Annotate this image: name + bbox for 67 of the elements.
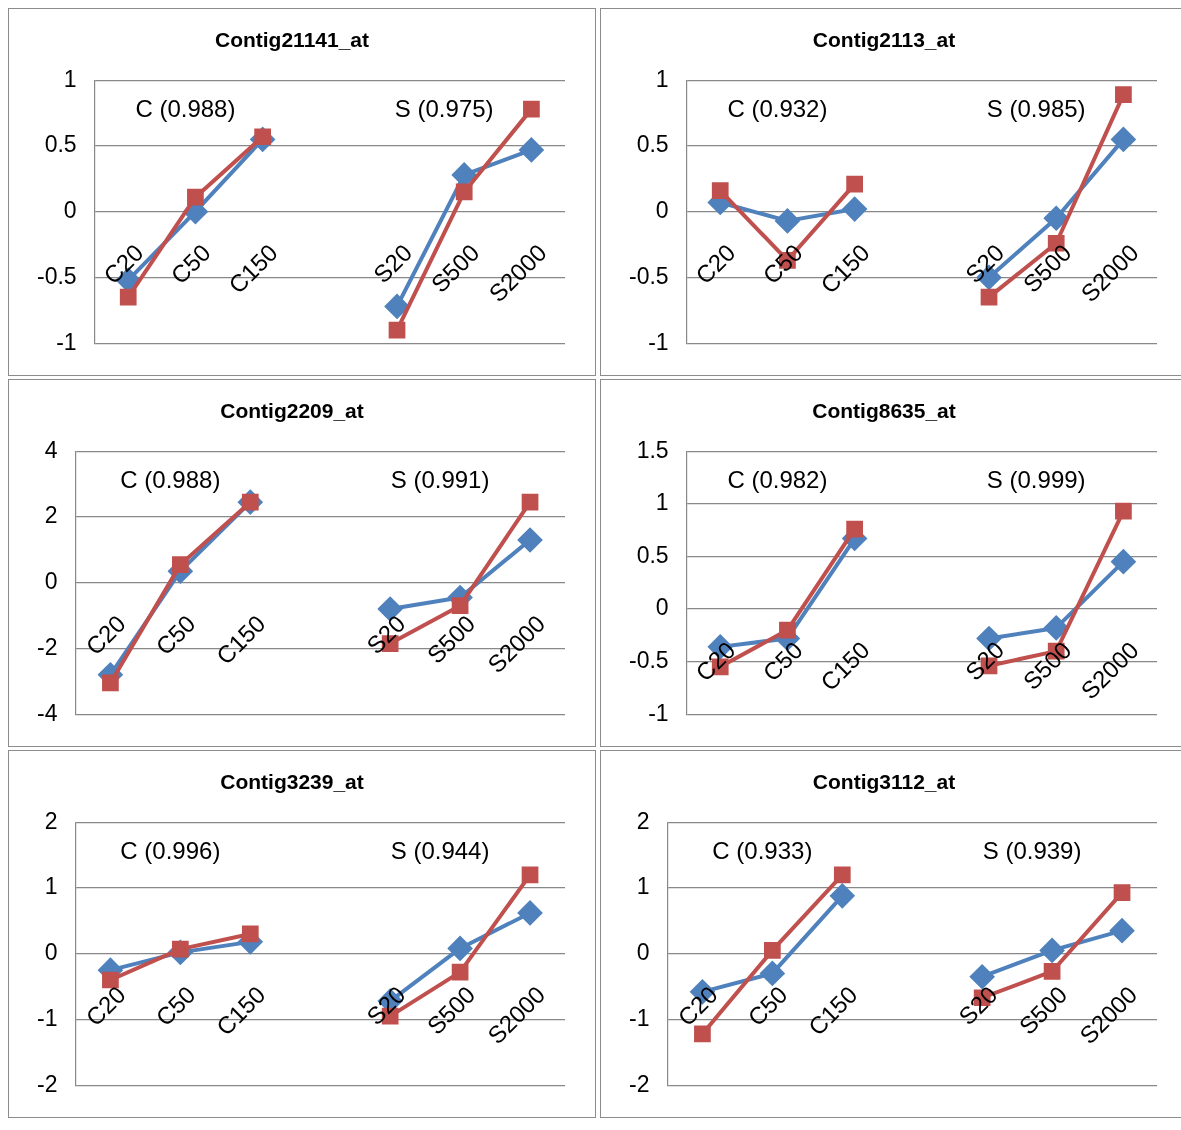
y-tick-label: -0.5	[628, 646, 669, 673]
y-tick-label: -2	[37, 1070, 58, 1097]
x-tick-label: S20	[959, 238, 1010, 289]
chart-title: Contig8635_at	[812, 399, 956, 423]
x-tick-label: C50	[150, 609, 201, 661]
x-tick-label: S20	[361, 609, 411, 660]
y-tick-label: 0	[63, 197, 77, 224]
y-tick-label: -2	[629, 1070, 650, 1097]
y-tick-label: 1.5	[636, 436, 669, 463]
x-tick-label: C20	[690, 636, 741, 687]
chart-title: Contig3239_at	[220, 770, 364, 794]
annotation: S (0.944)	[390, 836, 490, 864]
chart-title: Contig2113_at	[812, 28, 956, 52]
x-tick-label: C50	[742, 980, 793, 1032]
y-tick-label: -1	[629, 1004, 650, 1031]
annotation: S (0.975)	[394, 94, 494, 122]
chart-title: Contig3112_at	[812, 770, 956, 794]
annotation: S (0.939)	[982, 836, 1082, 864]
y-tick-label: 1	[63, 65, 77, 92]
annotation: C (0.932)	[727, 94, 828, 122]
x-tick-label: C50	[757, 636, 808, 687]
x-tick-label: C20	[80, 609, 131, 661]
annotation: S (0.991)	[390, 465, 490, 493]
x-tick-label: S20	[367, 238, 418, 289]
x-tick-label: S20	[959, 636, 1010, 686]
x-tick-label: S20	[953, 980, 1003, 1031]
chart-title: Contig21141_at	[214, 28, 370, 52]
y-tick-label: -1	[56, 328, 77, 355]
x-tick-label: C20	[98, 238, 149, 290]
y-tick-label: 0.5	[636, 131, 669, 158]
y-tick-label: -1	[37, 1004, 58, 1031]
y-tick-label: 0	[44, 939, 58, 966]
y-tick-label: 1	[655, 489, 669, 516]
y-tick-label: 0	[44, 568, 58, 595]
y-tick-label: 0.5	[44, 131, 77, 158]
y-tick-label: 0	[636, 939, 650, 966]
y-tick-label: 1	[44, 873, 58, 900]
y-tick-label: 2	[44, 502, 58, 529]
y-tick-label: 0.5	[636, 541, 669, 568]
y-tick-label: -0.5	[36, 262, 77, 289]
annotation: S (0.999)	[986, 465, 1086, 493]
annotation: C (0.988)	[135, 94, 236, 122]
x-tick-label: S20	[361, 980, 411, 1031]
chart-title: Contig2209_at	[220, 399, 364, 423]
x-tick-label: C50	[757, 238, 808, 290]
y-tick-label: 2	[636, 807, 650, 834]
x-tick-label: C20	[672, 980, 723, 1032]
y-tick-label: 4	[44, 436, 58, 463]
y-tick-label: 1	[655, 65, 669, 92]
x-tick-label: C20	[690, 238, 741, 290]
y-tick-label: 0	[655, 197, 669, 224]
y-tick-label: -1	[648, 699, 669, 726]
y-tick-label: 1	[636, 873, 650, 900]
annotation: C (0.933)	[712, 836, 813, 864]
y-tick-label: -1	[648, 328, 669, 355]
x-tick-label: C20	[80, 980, 131, 1032]
y-tick-label: 2	[44, 807, 58, 834]
x-tick-label: C50	[165, 238, 216, 290]
annotation: S (0.985)	[986, 94, 1086, 122]
y-tick-label: -4	[37, 699, 58, 726]
x-tick-label: C50	[150, 980, 201, 1032]
annotation: C (0.982)	[727, 465, 828, 493]
y-tick-label: -0.5	[628, 262, 669, 289]
y-tick-label: 0	[655, 594, 669, 621]
y-tick-label: -2	[37, 633, 58, 660]
annotation: C (0.996)	[120, 836, 221, 864]
annotation: C (0.988)	[120, 465, 221, 493]
